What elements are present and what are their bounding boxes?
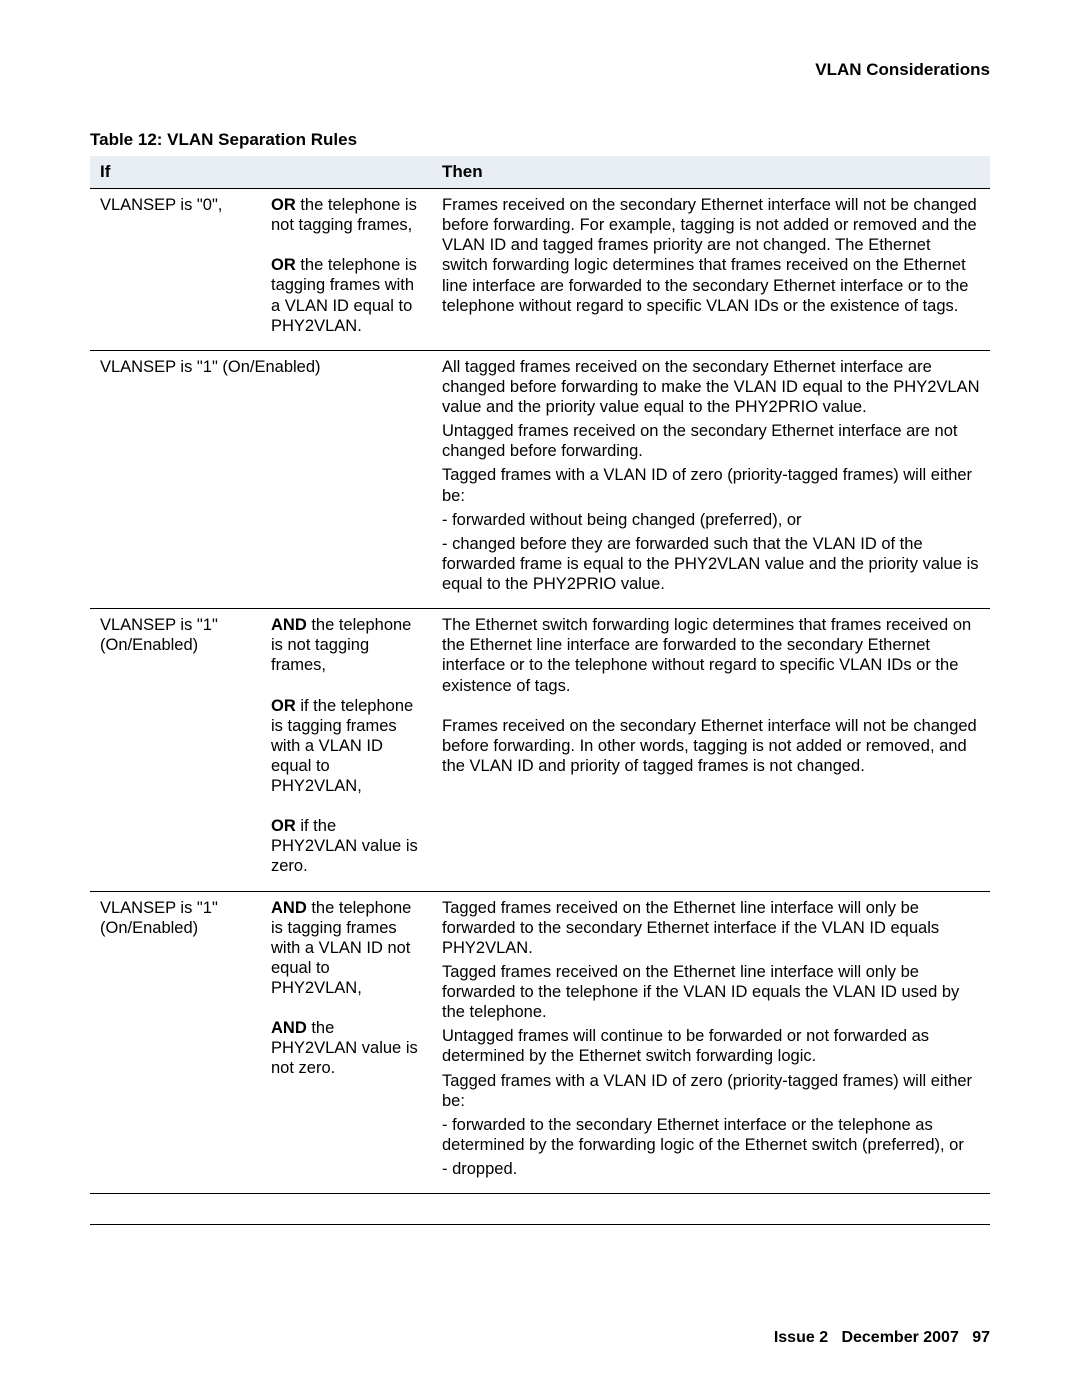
footer-date: December 2007	[841, 1329, 958, 1346]
table-row: VLANSEP is "1" (On/Enabled)AND the telep…	[90, 891, 990, 1194]
if-cell: VLANSEP is "1" (On/Enabled)	[90, 350, 432, 608]
footer-page: 97	[972, 1329, 990, 1346]
then-cell: Tagged frames received on the Ethernet l…	[432, 891, 990, 1194]
table-row: VLANSEP is "1" (On/Enabled)All tagged fr…	[90, 350, 990, 608]
table-title: Table 12: VLAN Separation Rules	[90, 130, 990, 150]
then-cell: Frames received on the secondary Etherne…	[432, 189, 990, 351]
vlan-rules-table: If Then VLANSEP is "0",OR the telephone …	[90, 156, 990, 1194]
condition-cell: AND the telephone is not tagging frames,…	[261, 609, 432, 891]
if-cell: VLANSEP is "1" (On/Enabled)	[90, 891, 261, 1194]
if-cell: VLANSEP is "0",	[90, 189, 261, 351]
condition-cell: OR the telephone is not tagging frames,O…	[261, 189, 432, 351]
then-cell: All tagged frames received on the second…	[432, 350, 990, 608]
then-cell: The Ethernet switch forwarding logic det…	[432, 609, 990, 891]
footer-issue: Issue 2	[774, 1329, 828, 1346]
footer-separator	[90, 1224, 990, 1225]
table-row: VLANSEP is "0",OR the telephone is not t…	[90, 189, 990, 351]
col-header-if: If	[90, 156, 432, 189]
table-row: VLANSEP is "1" (On/Enabled)AND the telep…	[90, 609, 990, 891]
if-cell: VLANSEP is "1" (On/Enabled)	[90, 609, 261, 891]
col-header-then: Then	[432, 156, 990, 189]
condition-cell: AND the telephone is tagging frames with…	[261, 891, 432, 1194]
page-footer: Issue 2 December 2007 97	[774, 1329, 990, 1347]
section-header: VLAN Considerations	[90, 60, 990, 80]
